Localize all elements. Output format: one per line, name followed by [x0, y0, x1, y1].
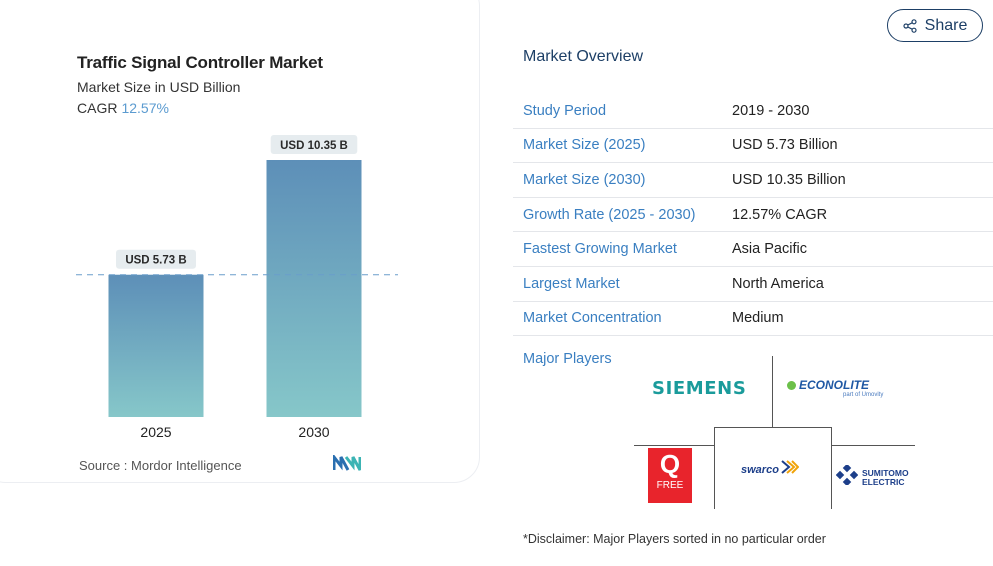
swarco-logo: swarco	[741, 460, 800, 479]
overview-row: Growth Rate (2025 - 2030) 12.57% CAGR	[513, 198, 993, 233]
overview-value: Asia Pacific	[732, 241, 807, 258]
overview-key[interactable]: Market Size (2030)	[523, 171, 646, 188]
source-text: Source : Mordor Intelligence	[79, 458, 242, 473]
category-label: 2030	[298, 424, 329, 440]
overview-value: Medium	[732, 310, 784, 327]
econolite-name: ECONOLITE	[799, 378, 870, 392]
qfree-word: FREE	[656, 480, 684, 491]
overview-key[interactable]: Market Concentration	[523, 310, 662, 327]
overview-title: Market Overview	[523, 48, 644, 65]
mordor-logo-icon	[332, 452, 362, 476]
chart-title: Traffic Signal Controller Market	[77, 53, 323, 72]
data-label: USD 10.35 B	[280, 140, 348, 152]
econolite-logo: ECONOLITE part of Umovity	[787, 378, 883, 398]
overview-value: USD 10.35 Billion	[732, 171, 846, 188]
sumitomo-logo: SUMITOMO ELECTRIC	[835, 463, 909, 490]
sumitomo-mark-icon	[835, 463, 859, 490]
chart-cagr: CAGR 12.57%	[77, 100, 169, 116]
sumitomo-line2: ELECTRIC	[862, 476, 905, 487]
swarco-name: swarco	[741, 463, 779, 476]
econolite-subtitle: part of Umovity	[843, 392, 884, 398]
swarco-mark-icon	[781, 460, 800, 479]
chart-subtitle: Market Size in USD Billion	[77, 79, 241, 95]
disclaimer: *Disclaimer: Major Players sorted in no …	[523, 532, 826, 546]
overview-key[interactable]: Growth Rate (2025 - 2030)	[523, 206, 696, 223]
logo-divider	[832, 445, 915, 446]
overview-value: USD 5.73 Billion	[732, 137, 838, 154]
data-label-bg	[116, 249, 196, 269]
overview-row: Largest Market North America	[513, 267, 993, 302]
overview-value: 2019 - 2030	[732, 102, 810, 119]
logo-divider	[634, 445, 714, 446]
major-players-label[interactable]: Major Players	[523, 351, 612, 367]
siemens-logo: SIEMENS	[652, 378, 747, 399]
overview-table: Study Period 2019 - 2030 Market Size (20…	[513, 94, 993, 337]
overview-value: North America	[732, 275, 824, 292]
overview-value: 12.57% CAGR	[732, 206, 828, 223]
share-label: Share	[924, 16, 968, 34]
overview-row: Market Size (2030) USD 10.35 Billion	[513, 163, 993, 198]
overview-key[interactable]: Market Size (2025)	[523, 137, 646, 154]
bar-2030	[266, 160, 362, 417]
sumitomo-line1: SUMITOMO	[862, 467, 909, 478]
cagr-value: 12.57%	[121, 100, 169, 116]
overview-key[interactable]: Study Period	[523, 102, 607, 119]
bar-chart: USD 5.73 B 2025 USD 10.35 B 2030	[76, 135, 398, 440]
logo-divider	[714, 427, 832, 428]
logo-divider	[772, 356, 773, 427]
overview-row: Study Period 2019 - 2030	[513, 94, 993, 129]
qfree-letter: Q	[659, 449, 681, 479]
overview-key[interactable]: Fastest Growing Market	[523, 241, 677, 258]
overview-key[interactable]: Largest Market	[523, 275, 620, 292]
overview-row: Market Size (2025) USD 5.73 Billion	[513, 129, 993, 164]
econolite-dot-icon	[787, 380, 796, 390]
overview-row: Fastest Growing Market Asia Pacific	[513, 232, 993, 267]
share-icon	[903, 18, 917, 33]
cagr-label: CAGR	[77, 100, 118, 116]
share-button[interactable]: Share	[887, 9, 983, 42]
chart-card	[0, 0, 480, 483]
qfree-logo: Q FREE	[648, 448, 692, 503]
logo-divider	[831, 427, 832, 509]
category-label: 2025	[140, 424, 171, 440]
logo-divider	[714, 427, 715, 509]
bar-2025	[108, 274, 204, 417]
data-label-bg	[270, 135, 358, 154]
data-label: USD 5.73 B	[125, 255, 186, 267]
overview-row: Market Concentration Medium	[513, 302, 993, 337]
